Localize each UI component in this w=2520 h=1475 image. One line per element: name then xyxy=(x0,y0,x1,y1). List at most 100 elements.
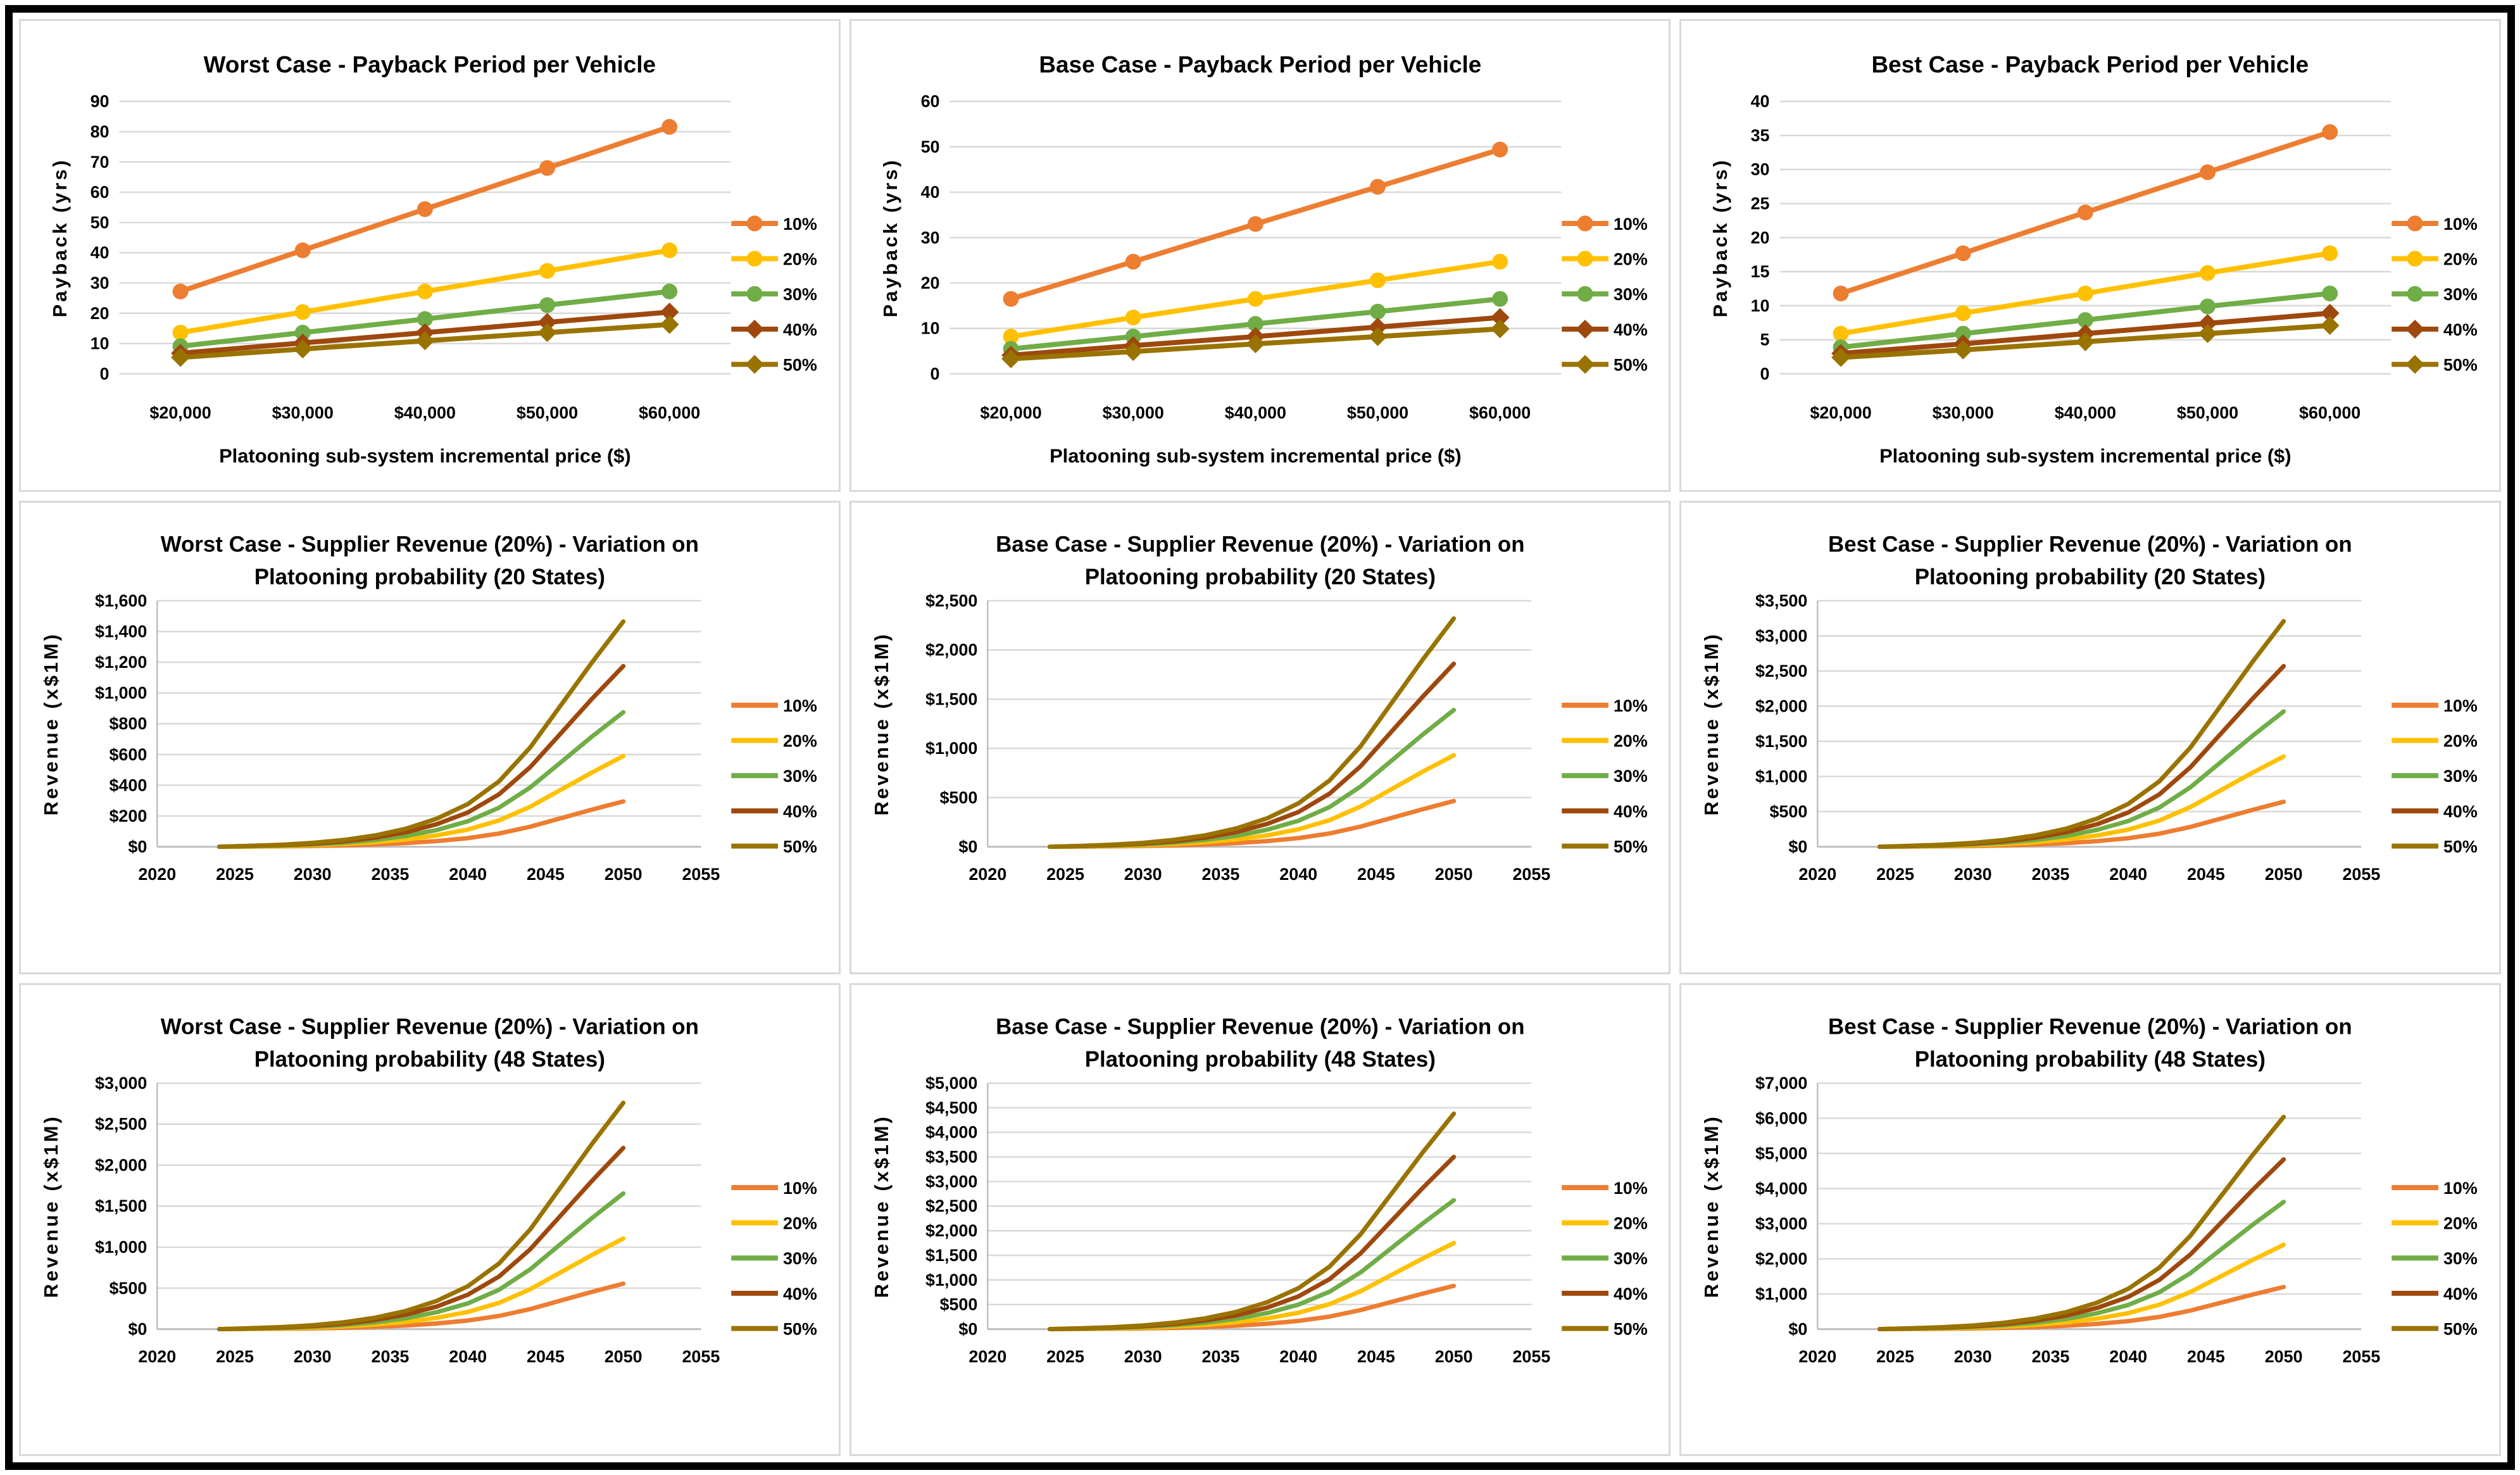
y-tick-label: 40 xyxy=(91,243,110,262)
chart-title-line: Worst Case - Supplier Revenue (20%) - Va… xyxy=(161,1014,699,1039)
y-tick-label: $500 xyxy=(939,788,977,807)
chart-title-line: Platooning probability (20 States) xyxy=(254,565,605,590)
legend-label: 50% xyxy=(2443,1319,2478,1338)
y-axis-title: Revenue (x$1M) xyxy=(1700,1114,1722,1298)
x-tick-label: 2020 xyxy=(969,865,1006,884)
gridlines xyxy=(1817,600,2362,848)
y-tick-label: 30 xyxy=(1751,160,1770,179)
y-tick-label: $1,000 xyxy=(925,1270,977,1289)
x-tick-label: 2055 xyxy=(1512,1347,1550,1366)
y-tick-label: 25 xyxy=(1751,194,1770,213)
legend-label: 40% xyxy=(2443,1284,2478,1303)
x-tick-label: 2045 xyxy=(1357,865,1395,884)
y-tick-label: $0 xyxy=(128,838,147,857)
chart-title-line: Worst Case - Payback Period per Vehicle xyxy=(204,52,656,78)
x-tick-label: 2025 xyxy=(1046,1347,1084,1366)
chart-base-case-payback: Base Case - Payback Period per Vehicle 0 1… xyxy=(849,19,1671,493)
x-tick-label: 2045 xyxy=(1357,1347,1395,1366)
series-10% xyxy=(1003,141,1508,307)
x-tick-label: 2040 xyxy=(2110,865,2148,884)
legend-label: 50% xyxy=(1614,1319,1648,1338)
x-axis-title: Platooning sub-system incremental price … xyxy=(219,445,631,467)
y-tick-label: $1,000 xyxy=(925,739,977,758)
legend-label: 40% xyxy=(2443,802,2478,821)
y-tick-label: $400 xyxy=(109,776,147,795)
y-tick-label: $500 xyxy=(109,1278,147,1297)
y-tick-label: $2,000 xyxy=(925,641,977,660)
chart-base-case-revenue-20-states: Base Case - Supplier Revenue (20%) - Var… xyxy=(849,501,1671,974)
legend: 10% 20% 30% 40% 50% xyxy=(1561,1179,1648,1338)
y-tick-label: $4,000 xyxy=(1755,1179,1807,1198)
y-axis-title: Revenue (x$1M) xyxy=(40,1114,62,1298)
legend-label: 10% xyxy=(2443,696,2478,715)
series-50% xyxy=(216,1100,626,1331)
legend: 10% 20% 30% 40% 50% xyxy=(731,696,817,857)
legend-label: 10% xyxy=(2443,1179,2478,1198)
legend-label: 20% xyxy=(783,1214,817,1233)
y-tick-label: 15 xyxy=(1751,262,1770,281)
legend-label: 50% xyxy=(2443,838,2478,857)
base-case-revenue-48-states-svg: Base Case - Supplier Revenue (20%) - Var… xyxy=(870,1014,1648,1366)
chart-grid: Worst Case - Payback Period per Vehicle 0… xyxy=(5,5,2515,1470)
y-tick-label: 20 xyxy=(920,273,939,292)
y-tick-label: $1,000 xyxy=(1755,767,1807,786)
x-tick-label: 2020 xyxy=(969,1347,1006,1366)
y-tick-label: $0 xyxy=(1789,838,1808,857)
y-axis-title: Revenue (x$1M) xyxy=(40,632,62,816)
x-tick-label: 2055 xyxy=(1512,865,1550,884)
best-case-revenue-20-states-svg: Best Case - Supplier Revenue (20%) - Var… xyxy=(1700,532,2478,884)
x-tick-label: 2025 xyxy=(1876,865,1914,884)
series-30% xyxy=(1003,291,1508,357)
legend-label: 30% xyxy=(783,767,817,786)
y-tick-label: $0 xyxy=(958,838,977,857)
y-tick-label: $4,000 xyxy=(925,1122,977,1141)
x-tick-label: 2050 xyxy=(2265,1347,2303,1366)
series-20% xyxy=(1833,245,2338,342)
y-tick-label: 60 xyxy=(920,92,939,111)
y-tick-label: $0 xyxy=(1789,1319,1808,1338)
y-tick-label: 20 xyxy=(1751,228,1770,247)
chart-title-line: Best Case - Supplier Revenue (20%) - Var… xyxy=(1828,532,2352,557)
x-tick-label: $40,000 xyxy=(1224,403,1286,422)
legend: 10% 20% 30% 40% 50% xyxy=(1561,696,1648,857)
chart-title-line: Best Case - Payback Period per Vehicle xyxy=(1872,52,2309,78)
legend: 10% 20% 30% 40% 50% xyxy=(1561,215,1648,375)
x-tick-label: 2040 xyxy=(449,1347,487,1366)
y-tick-label: $1,500 xyxy=(925,1246,977,1265)
y-tick-label: $2,000 xyxy=(1755,697,1807,716)
legend-label: 10% xyxy=(1614,1179,1648,1198)
legend-label: 50% xyxy=(1614,356,1648,375)
x-tick-label: 2020 xyxy=(1799,865,1837,884)
y-axis-title: Revenue (x$1M) xyxy=(870,632,892,816)
series-50% xyxy=(1877,1114,2286,1331)
chart-title-line: Base Case - Supplier Revenue (20%) - Var… xyxy=(996,1014,1524,1039)
chart-title-line: Base Case - Payback Period per Vehicle xyxy=(1039,52,1481,78)
best-case-payback-svg: Best Case - Payback Period per Vehicle 0 5… xyxy=(1709,52,2478,467)
legend-label: 10% xyxy=(783,215,817,234)
x-tick-label: 2045 xyxy=(2187,1347,2225,1366)
x-tick-label: $20,000 xyxy=(1810,403,1872,422)
x-tick-label: 2055 xyxy=(2343,1347,2381,1366)
y-tick-label: $3,000 xyxy=(95,1074,147,1093)
x-tick-label: 2035 xyxy=(2032,1347,2070,1366)
y-tick-label: $800 xyxy=(109,715,147,734)
x-tick-label: 2040 xyxy=(449,865,487,884)
series-20% xyxy=(1003,253,1508,345)
series-50% xyxy=(216,619,626,850)
y-tick-label: $0 xyxy=(958,1319,977,1338)
x-tick-label: 2025 xyxy=(216,865,254,884)
x-tick-label: 2040 xyxy=(1279,865,1317,884)
x-axis-title: Platooning sub-system incremental price … xyxy=(1050,445,1462,467)
legend-label: 20% xyxy=(1614,1214,1648,1233)
x-tick-label: $50,000 xyxy=(1347,403,1408,422)
y-tick-label: $2,000 xyxy=(925,1221,977,1240)
legend: 10% 20% 30% 40% 50% xyxy=(2391,215,2478,375)
y-tick-label: $3,500 xyxy=(925,1147,977,1166)
y-tick-label: 0 xyxy=(100,364,110,383)
x-tick-label: $50,000 xyxy=(2177,403,2238,422)
y-tick-label: 10 xyxy=(920,319,939,338)
legend-label: 20% xyxy=(2443,250,2478,269)
y-tick-label: 10 xyxy=(91,334,110,353)
legend-label: 40% xyxy=(783,320,817,339)
legend-label: 40% xyxy=(2443,320,2478,339)
